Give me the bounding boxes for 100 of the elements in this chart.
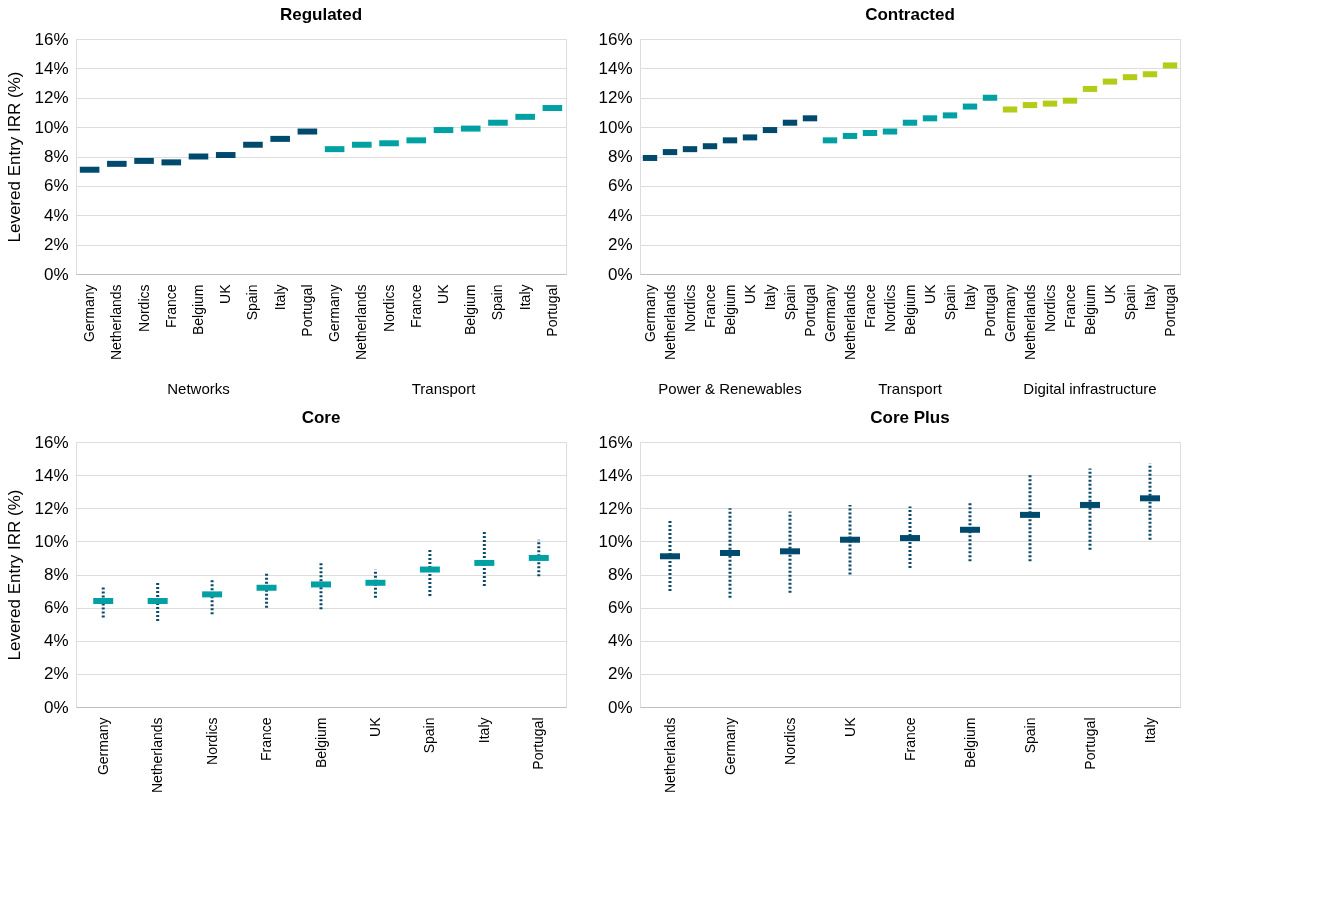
x-tick-label: Nordics: [1041, 284, 1058, 332]
y-tick-label: 4%: [607, 205, 633, 225]
x-tick-label: Nordics: [781, 717, 798, 765]
x-tick-label: Nordics: [380, 284, 397, 332]
y-tick-label: 10%: [34, 531, 69, 551]
x-tick-label: Belgium: [901, 284, 918, 336]
x-tick-label: Nordics: [881, 284, 898, 332]
y-tick-label: 14%: [34, 58, 69, 78]
x-tick-label: France: [258, 717, 275, 762]
x-tick-label: UK: [366, 716, 383, 737]
chart-title: Regulated: [279, 5, 363, 24]
y-tick-label: 0%: [607, 264, 633, 284]
text: Transport: [411, 380, 477, 397]
x-tick-label: Belgium: [1081, 284, 1098, 336]
y-tick-label: 12%: [34, 88, 69, 108]
y-tick-label: 2%: [43, 664, 69, 684]
x-tick-label: Germany: [81, 284, 98, 343]
text: Networks: [167, 380, 230, 397]
y-tick-label: 4%: [43, 205, 69, 225]
x-tick-label: UK: [741, 283, 758, 304]
x-tick-label: Spain: [781, 284, 798, 321]
y-tick-label: 8%: [43, 565, 69, 584]
x-tick-label: Belgium: [312, 717, 329, 769]
x-tick-label: Germany: [1001, 284, 1018, 343]
x-tick-label: Italy: [271, 284, 288, 311]
x-tick-label: Belgium: [961, 717, 978, 769]
y-axis-title: Levered Entry IRR (%): [5, 489, 25, 661]
y-tick-label: 16%: [598, 29, 633, 49]
x-tick-label: France: [901, 717, 918, 762]
x-tick-label: Spain: [1121, 284, 1138, 321]
y-tick-label: 0%: [607, 697, 633, 717]
x-tick-label: Italy: [961, 284, 978, 311]
text: Transport: [878, 380, 943, 397]
y-tick-label: 6%: [607, 598, 633, 618]
text: Digital infrastructure: [1023, 380, 1157, 397]
y-tick-label: 4%: [607, 631, 633, 651]
x-tick-label: Portugal: [981, 284, 998, 337]
x-tick-label: Spain: [941, 284, 958, 321]
x-tick-label: Portugal: [1161, 284, 1178, 337]
x-tick-label: Belgium: [462, 284, 479, 336]
x-tick-label: Netherlands: [661, 284, 678, 360]
x-tick-label: Spain: [244, 284, 261, 321]
x-tick-label: France: [701, 284, 718, 329]
y-tick-label: 10%: [598, 531, 633, 551]
x-tick-label: France: [1061, 284, 1078, 329]
y-tick-label: 12%: [598, 498, 633, 518]
y-tick-label: 14%: [34, 465, 69, 485]
x-tick-label: UK: [841, 716, 858, 737]
y-tick-label: 2%: [607, 235, 633, 255]
y-tick-label: 6%: [43, 598, 69, 618]
x-tick-label: Portugal: [801, 284, 818, 337]
x-tick-label: Italy: [475, 717, 492, 744]
y-tick-label: 14%: [598, 465, 633, 485]
x-tick-label: UK: [435, 283, 451, 304]
x-tick-label: Germany: [821, 284, 838, 343]
y-tick-label: 8%: [43, 147, 69, 166]
x-tick-label: Italy: [516, 284, 533, 311]
y-tick-label: 16%: [34, 432, 69, 452]
text: Power & Renewables: [658, 380, 802, 397]
x-tick-label: Belgium: [721, 284, 738, 336]
y-tick-label: 0%: [43, 697, 69, 717]
y-tick-label: 10%: [598, 117, 633, 137]
x-tick-label: Germany: [94, 717, 111, 776]
x-tick-label: Netherlands: [108, 284, 125, 360]
x-tick-label: Nordics: [203, 717, 220, 765]
x-tick-label: Portugal: [543, 284, 560, 337]
x-tick-label: Portugal: [298, 284, 315, 337]
x-tick-label: Italy: [1141, 284, 1158, 311]
y-tick-label: 16%: [34, 29, 69, 49]
x-tick-label: Germany: [326, 284, 343, 343]
chart-title: Contracted: [865, 5, 955, 24]
chart-title: Core Plus: [870, 408, 950, 427]
y-tick-label: 6%: [607, 176, 633, 196]
y-tick-label: 14%: [598, 58, 633, 78]
x-tick-label: France: [407, 284, 424, 329]
x-tick-label: Germany: [721, 717, 738, 776]
x-tick-label: Belgium: [190, 284, 206, 336]
x-tick-label: Italy: [1141, 717, 1158, 744]
y-tick-label: 4%: [43, 631, 69, 651]
y-tick-label: 2%: [607, 664, 633, 684]
y-tick-label: 6%: [43, 176, 69, 196]
y-tick-label: 10%: [34, 117, 69, 137]
x-tick-label: UK: [921, 283, 938, 304]
x-tick-label: Nordics: [681, 284, 698, 332]
y-tick-label: 2%: [43, 235, 69, 255]
x-tick-label: Italy: [761, 284, 778, 311]
x-tick-label: France: [861, 284, 878, 329]
x-tick-label: Spain: [421, 717, 438, 754]
y-tick-label: 12%: [598, 88, 633, 108]
x-tick-label: Spain: [489, 284, 506, 321]
x-tick-label: Portugal: [530, 717, 547, 770]
x-tick-label: France: [162, 284, 179, 329]
y-tick-label: 0%: [43, 264, 69, 284]
y-axis-title: Levered Entry IRR (%): [5, 71, 25, 243]
y-tick-label: 16%: [598, 432, 633, 452]
y-tick-label: 8%: [607, 147, 633, 166]
x-tick-label: UK: [217, 283, 234, 304]
x-tick-label: Portugal: [1081, 717, 1098, 770]
x-tick-label: Netherlands: [353, 284, 370, 360]
y-tick-label: 12%: [34, 498, 69, 518]
